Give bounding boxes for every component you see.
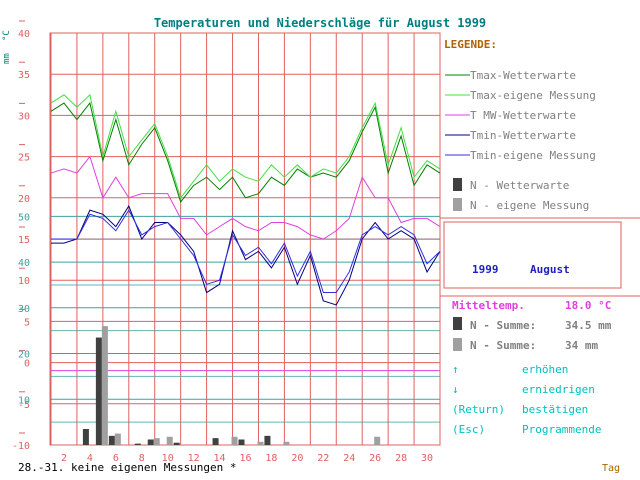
n-sum-ww-value: 34.5 mm — [565, 319, 612, 332]
x-tick: 6 — [113, 453, 119, 464]
mittel-label: Mitteltemp. — [452, 299, 525, 312]
y-tick-temp: 30 — [18, 111, 30, 122]
precip-bar-bar_ww — [173, 442, 180, 445]
plot-frame — [49, 32, 441, 446]
y-tick-temp: 0 — [24, 359, 30, 370]
precip-bar-bar_own — [166, 436, 173, 445]
keyboard-controls: ↑ erhöhen ↓ erniedrigen (Return) bestätigen (E… — [452, 363, 601, 436]
y-tick-temp: 25 — [18, 153, 30, 164]
y-tick-temp: 20 — [18, 194, 30, 205]
legend-panel: LEGENDE: Tmax-Wetterwarte Tmax-eigene Mes… — [440, 38, 640, 297]
precip-bar-bar_own — [101, 326, 108, 445]
control-key: ↑ — [452, 363, 459, 376]
precip-bar-bar_own — [374, 436, 381, 445]
x-tick: 14 — [214, 453, 226, 464]
x-tick: 10 — [162, 453, 174, 464]
series-line-tmin_ww — [51, 204, 441, 306]
precip-bar-bar_ww — [147, 439, 154, 445]
date-month: August — [530, 263, 570, 276]
y-tick-temp: -5 — [18, 400, 30, 411]
x-axis-label: Tag — [602, 463, 620, 474]
control-key: (Esc) — [452, 423, 485, 436]
n-sum-own-value: 34 mm — [565, 339, 598, 352]
series-line-tmax_ww — [50, 101, 441, 203]
precip-bar-bar_ww — [95, 337, 102, 445]
x-tick: 4 — [87, 453, 93, 464]
x-tick: 2 — [61, 453, 67, 464]
precip-bar-bar_ww — [134, 443, 141, 445]
x-tick: 22 — [317, 453, 329, 464]
precip-bar-bar_own — [153, 438, 160, 445]
legend-item: Tmax-eigene Messung — [470, 89, 596, 102]
control-action: Programmende — [522, 423, 601, 436]
x-tick: 18 — [265, 453, 277, 464]
legend-swatch-bar — [453, 178, 462, 191]
y-tick-temp: 35 — [18, 70, 30, 81]
temperature-lines — [50, 93, 441, 306]
x-tick: 12 — [188, 453, 200, 464]
y-tick-precip: 30 — [18, 304, 30, 315]
precip-unit-label: mm — [2, 53, 12, 64]
precipitation-bars — [82, 326, 381, 445]
footer-note: 28.-31. keine eigenen Messungen * — [18, 461, 237, 474]
precip-bar-bar_own — [257, 441, 264, 445]
legend-item: Tmax-Wetterwarte — [470, 69, 576, 82]
x-tick: 20 — [291, 453, 303, 464]
y-tick-temp: 5 — [24, 317, 30, 328]
n-sum-own-label: N - Summe: — [470, 339, 536, 352]
n-sum-ww-swatch — [453, 317, 462, 330]
mittel-value: 18.0 °C — [565, 299, 611, 312]
precip-bar-bar_ww — [82, 428, 89, 445]
legend-items: Tmax-Wetterwarte Tmax-eigene Messung T MW-… — [440, 69, 640, 297]
control-key: ↓ — [452, 383, 459, 396]
control-action: bestätigen — [522, 403, 588, 416]
series-line-tmax_own — [50, 93, 441, 199]
x-tick: 28 — [395, 453, 407, 464]
legend-heading: LEGENDE: — [444, 38, 497, 51]
y-tick-temp: 10 — [18, 276, 30, 287]
legend-item: T MW-Wetterwarte — [470, 109, 576, 122]
y-tick-precip: 40 — [18, 258, 30, 269]
control-key: (Return) — [452, 403, 505, 416]
legend-item: Tmin-Wetterwarte — [470, 129, 576, 142]
y-tick-temp: -10 — [12, 441, 30, 452]
precip-bar-bar_ww — [264, 435, 271, 445]
precip-bar-bar_ww — [212, 438, 219, 445]
precip-bar-bar_ww — [108, 435, 115, 445]
y-tick-precip: 20 — [18, 350, 30, 361]
date-box — [443, 221, 622, 289]
x-tick: 8 — [139, 453, 145, 464]
chart-title: Temperaturen und Niederschläge für Augus… — [154, 16, 486, 30]
x-tick: 30 — [421, 453, 433, 464]
series-line-tmw — [50, 155, 441, 240]
precip-bar-bar_own — [114, 433, 121, 445]
x-tick: 16 — [239, 453, 251, 464]
y-tick-precip: 50 — [18, 212, 30, 223]
precip-bar-bar_own — [231, 436, 238, 445]
y-tick-temp: 15 — [18, 235, 30, 246]
x-tick: 24 — [343, 453, 355, 464]
precip-bar-bar_ww — [238, 439, 245, 445]
control-action: erniedrigen — [522, 383, 595, 396]
control-action: erhöhen — [522, 363, 568, 376]
precip-bar-bar_own — [283, 441, 290, 445]
series-line-tmin_own — [51, 209, 441, 294]
y-tick-temp: 40 — [18, 29, 30, 40]
legend-item: Tmin-eigene Messung — [470, 149, 596, 162]
n-sum-ww-label: N - Summe: — [470, 319, 536, 332]
plot-grid — [49, 32, 441, 446]
temp-unit-label: °C — [2, 30, 12, 41]
date-year: 1999 — [472, 263, 499, 276]
n-sum-own-swatch — [453, 338, 462, 351]
x-tick: 26 — [369, 453, 381, 464]
legend-item: N - eigene Messung — [470, 199, 589, 212]
legend-swatch-bar — [453, 198, 462, 211]
y-tick-precip: 10 — [18, 395, 30, 406]
legend-item: N - Wetterwarte — [470, 179, 569, 192]
